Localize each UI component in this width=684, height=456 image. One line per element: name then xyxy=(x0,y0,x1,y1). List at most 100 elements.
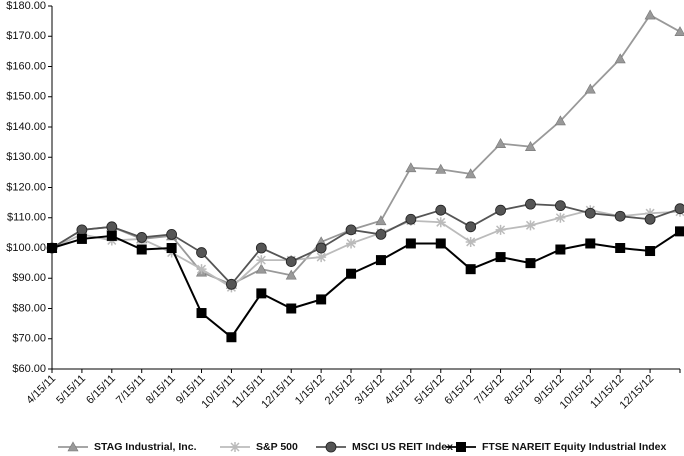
y-tick-label: $100.00 xyxy=(6,242,46,254)
legend-item: STAG Industrial, Inc. xyxy=(58,441,197,453)
x-tick-label: 2/15/12 xyxy=(323,373,357,407)
marker xyxy=(405,213,417,225)
marker xyxy=(405,162,417,173)
x-tick-label: 8/15/12 xyxy=(502,373,536,407)
marker xyxy=(614,53,626,64)
y-tick-label: $180.00 xyxy=(6,0,46,12)
marker xyxy=(465,236,476,247)
x-tick-label: 4/15/11 xyxy=(24,373,58,407)
marker xyxy=(435,217,446,228)
marker xyxy=(226,332,237,343)
marker xyxy=(196,264,207,275)
marker xyxy=(615,243,626,253)
y-tick-label: $110.00 xyxy=(7,212,46,224)
y-tick-label: $90.00 xyxy=(12,272,46,284)
marker xyxy=(316,294,327,305)
marker xyxy=(316,252,327,263)
legend-item: FTSE NAREIT Equity Industrial Index xyxy=(446,441,667,453)
marker xyxy=(345,224,357,236)
marker xyxy=(525,198,536,210)
marker xyxy=(495,204,506,216)
series-line xyxy=(51,13,681,286)
marker xyxy=(465,168,477,179)
x-tick-label: 1/15/12 xyxy=(293,373,327,407)
marker xyxy=(405,238,416,249)
x-tick-label: 5/15/11 xyxy=(54,373,88,407)
marker xyxy=(375,255,386,266)
marker xyxy=(435,204,447,216)
x-tick-label: 4/15/12 xyxy=(383,373,417,407)
marker xyxy=(495,138,507,148)
legend-label: MSCI US REIT Index xyxy=(352,441,453,453)
x-tick-label: 12/15/11 xyxy=(259,373,297,411)
marker xyxy=(584,207,596,219)
marker xyxy=(675,226,684,237)
marker xyxy=(255,242,267,254)
marker xyxy=(226,278,237,290)
marker xyxy=(136,244,147,255)
marker xyxy=(315,242,327,254)
x-tick-label: 7/15/11 xyxy=(114,373,148,407)
legend-label: FTSE NAREIT Equity Industrial Index xyxy=(482,441,667,453)
marker xyxy=(435,238,446,249)
marker xyxy=(495,252,506,263)
marker xyxy=(644,213,656,225)
marker xyxy=(554,115,566,126)
marker xyxy=(644,9,656,20)
marker xyxy=(67,441,79,452)
marker xyxy=(106,221,118,233)
legend-item: MSCI US REIT Index xyxy=(316,441,453,453)
marker xyxy=(584,83,596,94)
marker xyxy=(525,220,536,231)
legend-label: STAG Industrial, Inc. xyxy=(94,441,197,453)
marker xyxy=(285,269,297,280)
marker xyxy=(585,238,596,249)
marker xyxy=(525,258,536,269)
series-line xyxy=(51,230,681,339)
marker xyxy=(375,228,387,240)
marker xyxy=(614,210,626,222)
marker xyxy=(106,230,117,241)
marker xyxy=(495,224,506,235)
marker xyxy=(256,255,267,266)
marker xyxy=(286,303,297,314)
marker xyxy=(346,238,357,249)
series-line xyxy=(51,209,681,289)
marker xyxy=(196,308,207,319)
y-tick-label: $140.00 xyxy=(6,121,46,133)
x-tick-label: 6/15/11 xyxy=(84,373,118,407)
y-tick-label: $60.00 xyxy=(12,363,46,375)
marker xyxy=(285,256,297,268)
y-tick-label: $170.00 xyxy=(6,30,46,42)
marker xyxy=(47,243,57,253)
marker xyxy=(465,221,477,233)
marker xyxy=(456,442,466,452)
y-tick-label: $160.00 xyxy=(6,60,46,72)
marker xyxy=(674,203,684,215)
y-tick-label: $120.00 xyxy=(6,181,46,193)
marker xyxy=(325,441,337,453)
marker xyxy=(166,228,178,240)
legend-item: S&P 500 xyxy=(220,441,298,453)
marker xyxy=(465,264,476,275)
marker xyxy=(196,247,207,258)
x-tick-label: 5/15/12 xyxy=(412,373,446,407)
legend-label: S&P 500 xyxy=(256,441,298,453)
marker xyxy=(136,232,148,243)
marker xyxy=(524,141,536,151)
y-tick-label: $80.00 xyxy=(12,302,46,314)
y-tick-label: $70.00 xyxy=(12,333,46,345)
marker xyxy=(76,224,88,236)
marker xyxy=(76,233,87,244)
marker xyxy=(375,215,387,226)
x-tick-label: 7/15/12 xyxy=(472,373,506,407)
marker xyxy=(166,243,177,253)
marker xyxy=(645,208,656,219)
marker xyxy=(256,288,267,299)
marker xyxy=(255,263,267,274)
series-line xyxy=(51,203,681,286)
x-tick-label: 8/15/11 xyxy=(144,373,178,407)
x-tick-label: 3/15/12 xyxy=(353,373,387,407)
marker xyxy=(554,200,566,212)
